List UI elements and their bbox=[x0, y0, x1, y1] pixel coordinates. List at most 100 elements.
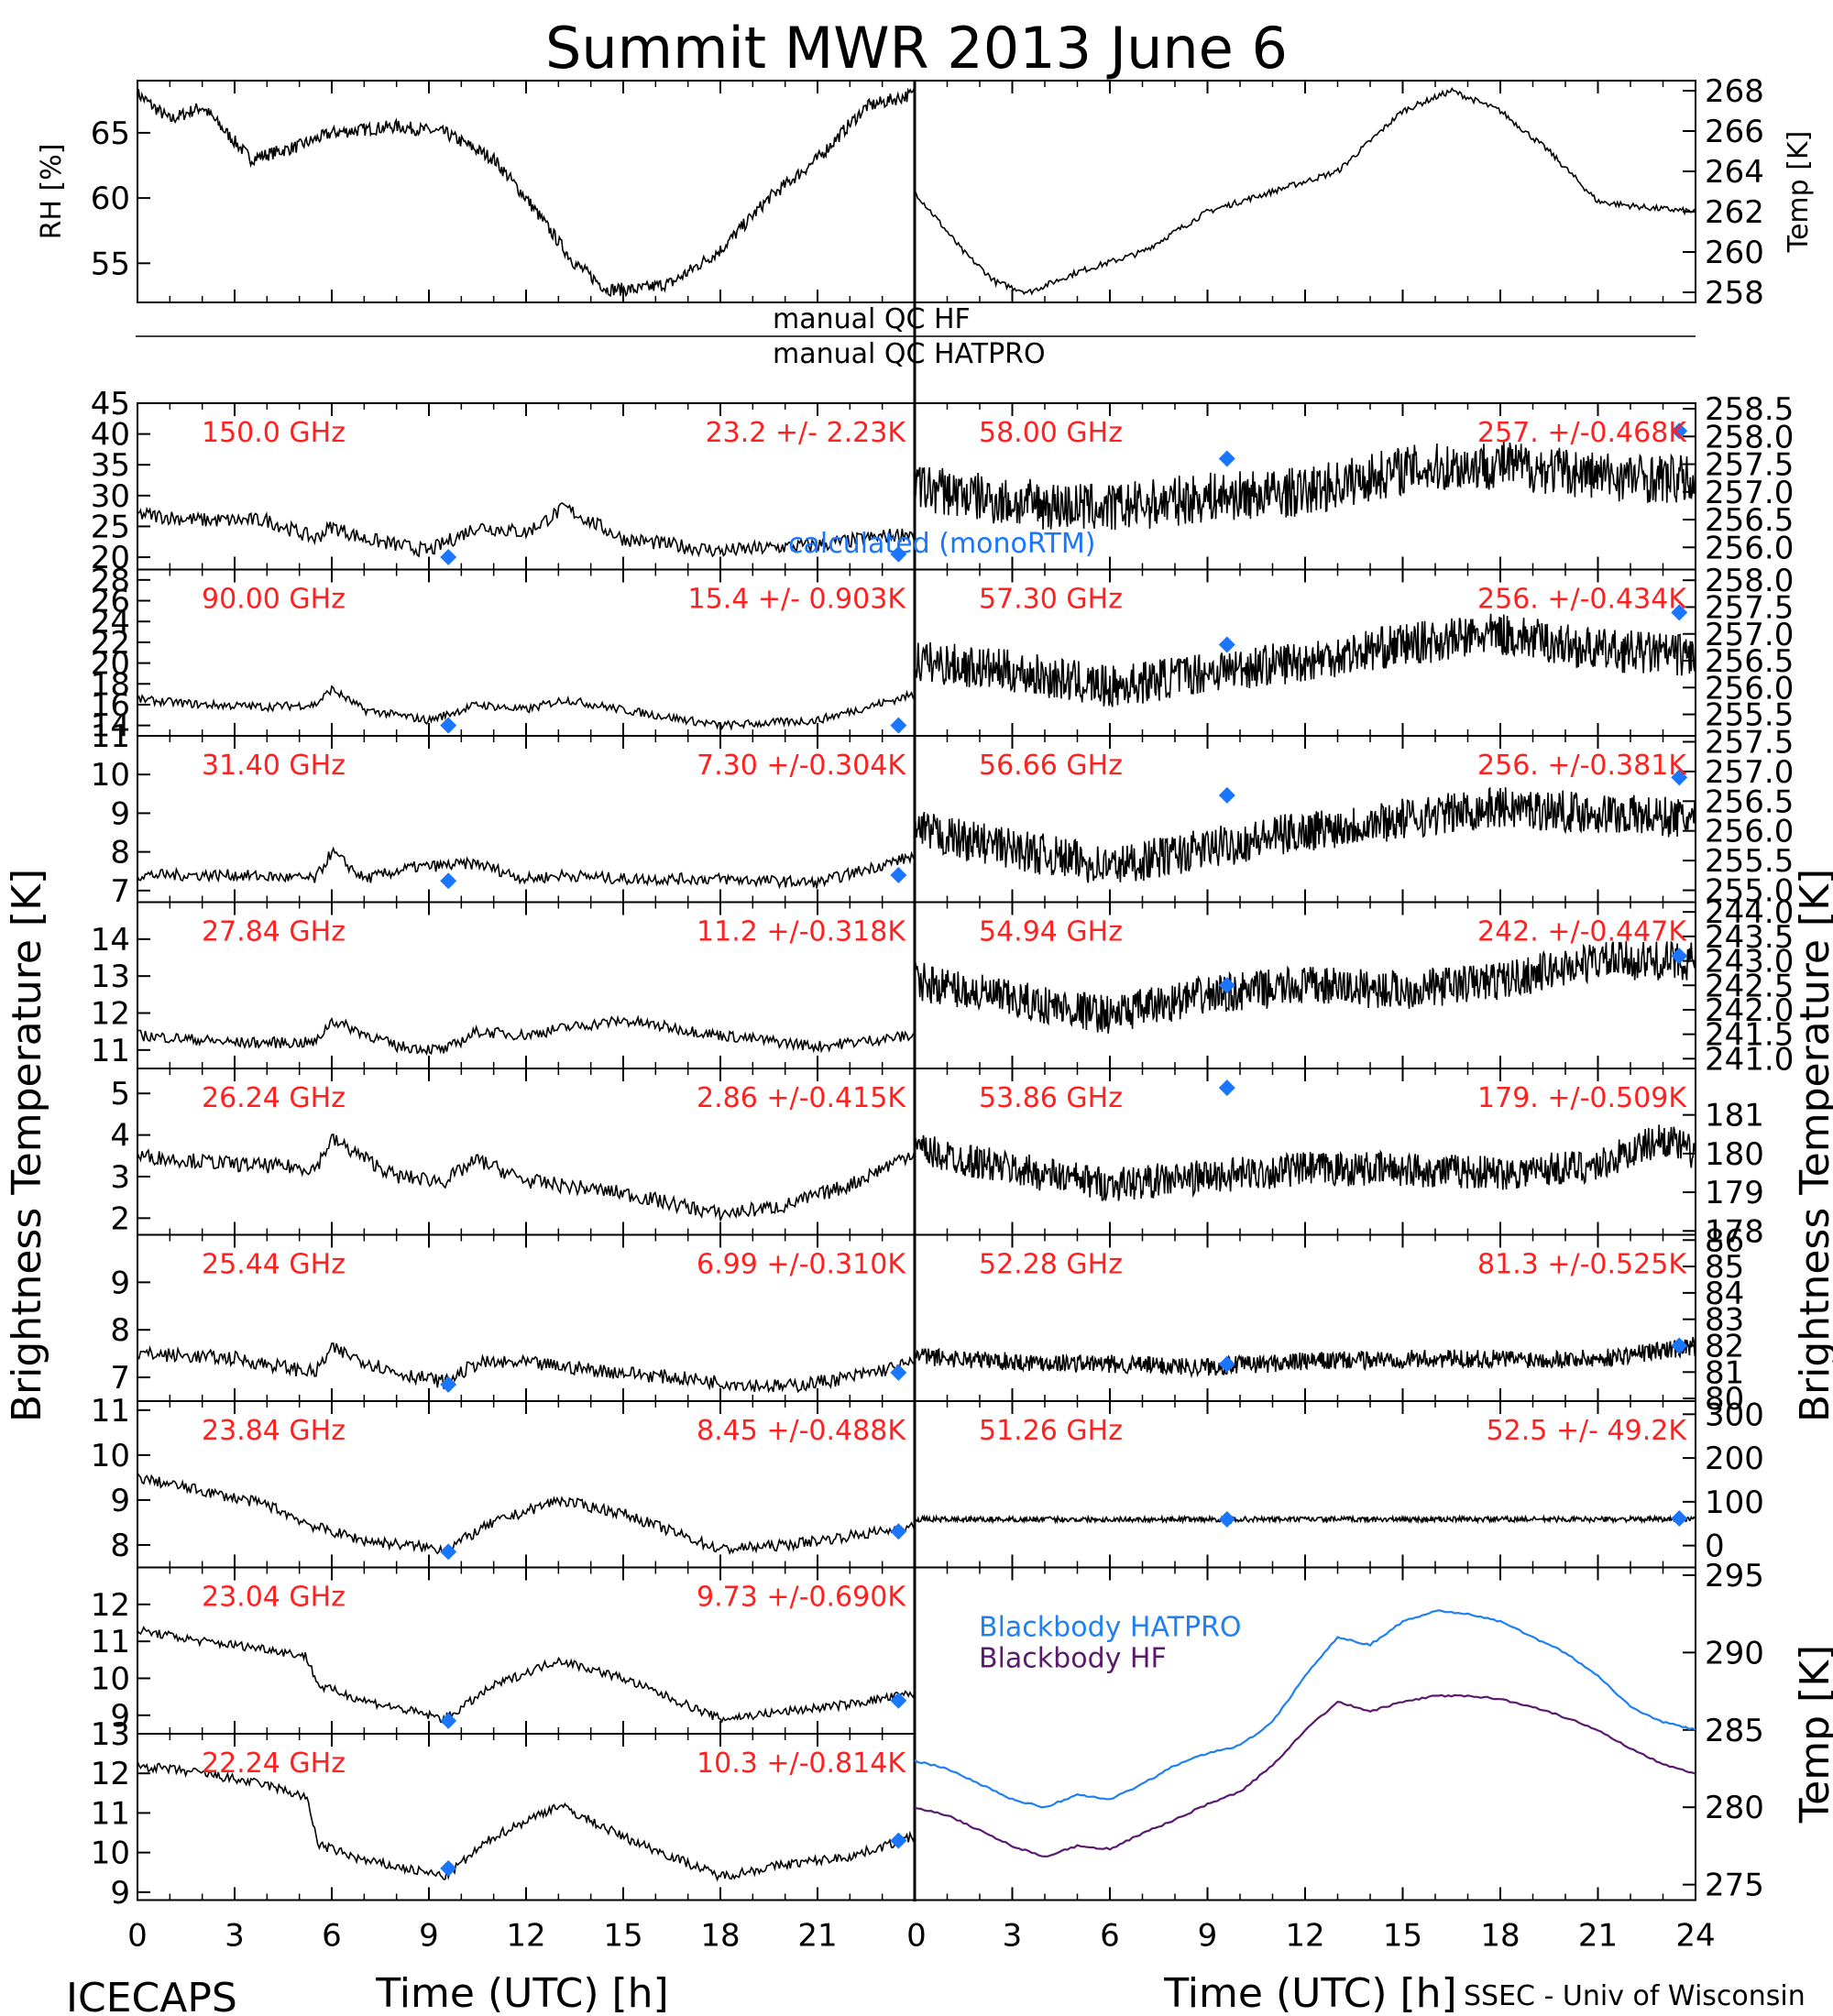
model-marker bbox=[890, 1523, 907, 1540]
y-tick-label: 256.0 bbox=[1705, 670, 1794, 707]
footer-left: ICECAPS bbox=[66, 1975, 237, 2016]
model-marker bbox=[1671, 422, 1688, 440]
channel-label: 26.24 GHz bbox=[202, 1082, 346, 1114]
figure-title: Summit MWR 2013 June 6 bbox=[545, 15, 1288, 82]
y-tick-label: 242.0 bbox=[1705, 992, 1794, 1029]
y-tick-label: 0 bbox=[1705, 1528, 1725, 1565]
channel-label: 25.44 GHz bbox=[202, 1249, 346, 1281]
channel-stat: 256. +/-0.434K bbox=[1477, 584, 1687, 616]
channel-stat: 81.3 +/-0.525K bbox=[1477, 1249, 1687, 1281]
channel-label: 53.86 GHz bbox=[979, 1082, 1123, 1114]
tb-trace bbox=[137, 846, 916, 890]
model-marker bbox=[1671, 769, 1688, 786]
model-marker bbox=[890, 866, 907, 883]
y-tick-label: 257.5 bbox=[1705, 447, 1794, 484]
y-tick-label: 60 bbox=[91, 181, 130, 217]
model-marker bbox=[890, 717, 907, 734]
qc-hf-label: manual QC HF bbox=[773, 303, 971, 335]
y-tick-label: 5 bbox=[110, 1076, 130, 1112]
y-tick-label: 260 bbox=[1705, 235, 1764, 271]
model-marker bbox=[1671, 948, 1688, 965]
bb-series-line bbox=[914, 1609, 1696, 1809]
y-tick-label: 9 bbox=[110, 795, 130, 832]
y-tick-label: 65 bbox=[91, 115, 130, 152]
y-tick-label: 4 bbox=[110, 1118, 130, 1155]
y-tick-label: 81 bbox=[1705, 1354, 1744, 1391]
tb-trace bbox=[137, 1014, 916, 1057]
y-tick-label: 268 bbox=[1705, 73, 1764, 110]
y-tick-label: 258 bbox=[1705, 275, 1764, 312]
y-tick-label: 10 bbox=[91, 1835, 130, 1872]
y-tick-label: 11 bbox=[91, 1624, 130, 1660]
channel-label: 150.0 GHz bbox=[202, 417, 346, 449]
left-ylabel: Brightness Temperature [K] bbox=[4, 869, 50, 1422]
y-tick-label: 255.5 bbox=[1705, 697, 1794, 734]
tb-trace bbox=[914, 1336, 1696, 1379]
x-tick-label: 21 bbox=[797, 1918, 837, 1955]
y-tick-label: 257.5 bbox=[1705, 589, 1794, 626]
y-tick-label: 10 bbox=[91, 1438, 130, 1474]
channel-panel: 8 9 10 11 23.84 GHz 8.45 +/-0.488K bbox=[91, 1393, 916, 1569]
y-tick-label: 80 bbox=[1705, 1381, 1744, 1418]
y-tick-label: 10 bbox=[91, 757, 130, 794]
model-marker bbox=[1218, 450, 1235, 467]
y-tick-label: 7 bbox=[110, 1360, 130, 1397]
y-tick-label: 266 bbox=[1705, 114, 1764, 150]
tb-trace bbox=[137, 685, 916, 731]
channel-label: 52.28 GHz bbox=[979, 1249, 1123, 1281]
model-marker bbox=[890, 545, 907, 563]
channel-label: 27.84 GHz bbox=[202, 916, 346, 948]
y-tick-label: 300 bbox=[1705, 1397, 1764, 1433]
x-tick-label: 12 bbox=[1285, 1918, 1324, 1955]
y-tick-label: 8 bbox=[110, 1528, 130, 1564]
model-marker bbox=[890, 1364, 907, 1381]
y-tick-label: 85 bbox=[1705, 1249, 1744, 1286]
model-marker bbox=[1218, 636, 1235, 653]
y-tick-label: 256.5 bbox=[1705, 502, 1794, 539]
y-tick-label: 3 bbox=[110, 1159, 130, 1196]
channel-stat: 179. +/-0.509K bbox=[1477, 1082, 1687, 1114]
y-tick-label: 256.0 bbox=[1705, 814, 1794, 850]
channel-stat: 242. +/-0.447K bbox=[1477, 916, 1687, 948]
qc-hatpro-label: manual QC HATPRO bbox=[773, 338, 1046, 370]
channel-stat: 52.5 +/- 49.2K bbox=[1487, 1415, 1688, 1447]
model-marker bbox=[1218, 1079, 1235, 1097]
y-tick-label: 10 bbox=[91, 1661, 130, 1698]
channel-label: 57.30 GHz bbox=[979, 584, 1123, 616]
channel-label: 90.00 GHz bbox=[202, 584, 346, 616]
y-tick-label: 243.0 bbox=[1705, 944, 1794, 981]
y-tick-label: 12 bbox=[91, 996, 130, 1033]
channel-stat: 256. +/-0.381K bbox=[1477, 750, 1687, 782]
y-tick-label: 255.5 bbox=[1705, 843, 1794, 880]
model-marker bbox=[440, 717, 457, 734]
rh-frame bbox=[137, 80, 916, 303]
y-tick-label: 200 bbox=[1705, 1441, 1764, 1477]
tb-trace bbox=[914, 786, 1696, 883]
x-tick-label: 9 bbox=[1198, 1918, 1218, 1955]
y-tick-label: 84 bbox=[1705, 1276, 1744, 1312]
y-tick-label: 180 bbox=[1705, 1136, 1764, 1173]
y-tick-label: 18 bbox=[91, 666, 130, 703]
y-tick-label: 256.0 bbox=[1705, 530, 1794, 566]
x-tick-label: 15 bbox=[603, 1918, 642, 1955]
model-marker bbox=[440, 1712, 457, 1729]
y-tick-label: 178 bbox=[1705, 1213, 1764, 1250]
y-tick-label: 181 bbox=[1705, 1098, 1764, 1134]
x-tick-label: 9 bbox=[419, 1918, 439, 1955]
tb-trace bbox=[914, 1514, 1696, 1525]
y-tick-label: 280 bbox=[1705, 1790, 1764, 1826]
y-tick-label: 262 bbox=[1705, 194, 1764, 231]
y-tick-label: 22 bbox=[91, 625, 130, 662]
tb-trace bbox=[137, 502, 916, 558]
tb-trace bbox=[137, 1626, 916, 1724]
y-tick-label: 258.0 bbox=[1705, 563, 1794, 599]
y-tick-label: 9 bbox=[110, 1698, 130, 1735]
